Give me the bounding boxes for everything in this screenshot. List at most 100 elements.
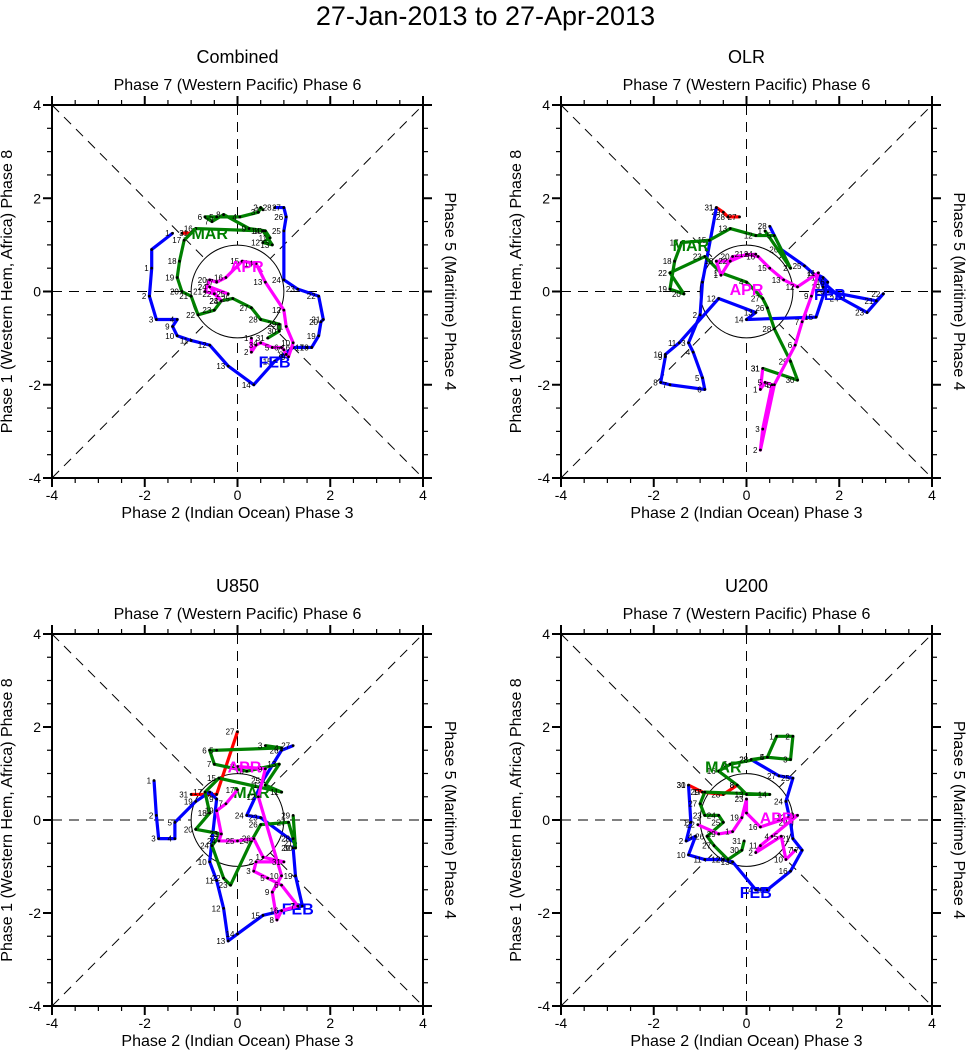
day-label: 24 (707, 811, 716, 820)
y-tick-label: 4 (33, 97, 41, 113)
day-label: 27 (751, 294, 760, 303)
day-label: 20 (721, 253, 730, 262)
top-axis-label: Phase 7 (Western Pacific) Phase 6 (623, 77, 871, 94)
day-marker (287, 820, 290, 824)
day-marker (782, 278, 785, 282)
day-marker (796, 813, 799, 817)
right-axis-label: Phase 5 (Maritime) Phase 4 (950, 721, 967, 919)
day-marker (765, 755, 769, 759)
day-label: 11 (807, 269, 816, 278)
day-marker (745, 811, 748, 815)
day-marker (793, 848, 797, 852)
day-marker (287, 355, 290, 359)
day-marker (772, 327, 776, 331)
day-label: 6 (274, 343, 279, 352)
day-label: 30 (730, 846, 739, 855)
day-label: 22 (871, 290, 880, 299)
day-label: 15 (251, 911, 260, 920)
day-label: 23 (693, 253, 702, 262)
day-marker (784, 800, 788, 803)
day-label: 5 (209, 213, 214, 222)
day-label: 13 (216, 937, 225, 946)
panel-u200: U200 Phase 7 (Western Pacific) Phase 6 Pha… (508, 576, 967, 1050)
day-label: 28 (716, 213, 725, 222)
day-marker (284, 353, 288, 356)
day-label: 25 (251, 776, 260, 785)
day-marker (226, 364, 230, 368)
day-label: 14 (244, 260, 253, 269)
day-marker (259, 816, 263, 820)
day-marker (266, 876, 270, 880)
day-marker (150, 266, 154, 270)
day-marker (731, 830, 734, 834)
day-label: 8 (730, 781, 735, 790)
day-marker (259, 823, 263, 827)
day-marker (291, 813, 295, 817)
day-marker (759, 388, 762, 391)
day-label: 16 (184, 225, 193, 234)
right-axis-label: Phase 5 (Maritime) Phase 4 (441, 192, 458, 390)
day-marker (203, 215, 207, 219)
day-marker (791, 776, 795, 780)
day-label: 24 (200, 842, 209, 851)
day-label: 31 (704, 204, 713, 213)
day-label: 1 (165, 229, 170, 238)
day-marker (189, 339, 193, 342)
day-label: 22 (307, 292, 316, 301)
day-label: 3 (251, 208, 256, 217)
day-label: 12 (707, 294, 716, 303)
day-label: 23 (209, 830, 218, 839)
day-marker (236, 839, 239, 843)
day-marker (749, 758, 753, 761)
day-marker (277, 329, 281, 333)
day-marker (717, 769, 721, 773)
y-tick-label: 0 (542, 284, 550, 300)
day-marker (775, 734, 779, 738)
day-marker (800, 848, 804, 852)
day-marker (754, 234, 758, 237)
x-tick-label: 2 (835, 487, 843, 503)
day-marker (208, 343, 212, 347)
day-label: 18 (198, 809, 207, 818)
day-marker (147, 294, 151, 298)
day-label: 16 (749, 823, 758, 832)
day-label: 4 (760, 753, 765, 762)
left-axis-label: Phase 1 (Western Hem, Africa) Phase 8 (508, 150, 525, 433)
day-marker (154, 813, 158, 817)
day-label: 2 (748, 849, 753, 858)
day-marker (226, 292, 230, 296)
x-tick-label: -2 (139, 487, 152, 503)
day-label: 27 (702, 842, 711, 851)
y-tick-label: 4 (542, 97, 550, 113)
day-label: 26 (249, 821, 258, 830)
day-label: 9 (265, 888, 270, 897)
day-label: 17 (193, 788, 202, 797)
day-marker (245, 769, 249, 773)
day-label: 21 (864, 297, 873, 306)
day-marker (881, 292, 885, 296)
day-marker (668, 383, 672, 387)
day-label: 15 (758, 264, 767, 273)
day-marker (259, 318, 263, 321)
day-marker (821, 285, 825, 289)
day-marker (252, 837, 256, 840)
day-label: 17 (172, 236, 181, 245)
day-label: 25 (272, 227, 281, 236)
day-label: 13 (735, 790, 744, 799)
day-label: 3 (681, 339, 686, 348)
y-tick-label: 4 (33, 626, 41, 642)
day-label: 24 (774, 797, 783, 806)
day-marker (677, 341, 681, 345)
day-label: 24 (235, 811, 244, 820)
y-tick-label: 2 (33, 190, 41, 206)
day-marker (291, 837, 295, 840)
day-label: 25 (793, 262, 802, 271)
day-marker (689, 820, 693, 824)
day-label: 18 (300, 343, 309, 352)
day-label: 13 (721, 858, 730, 867)
day-label: 12 (198, 341, 207, 350)
panel-title: Combined (196, 47, 278, 67)
day-label: 30 (205, 790, 214, 799)
day-label: 16 (816, 278, 825, 287)
